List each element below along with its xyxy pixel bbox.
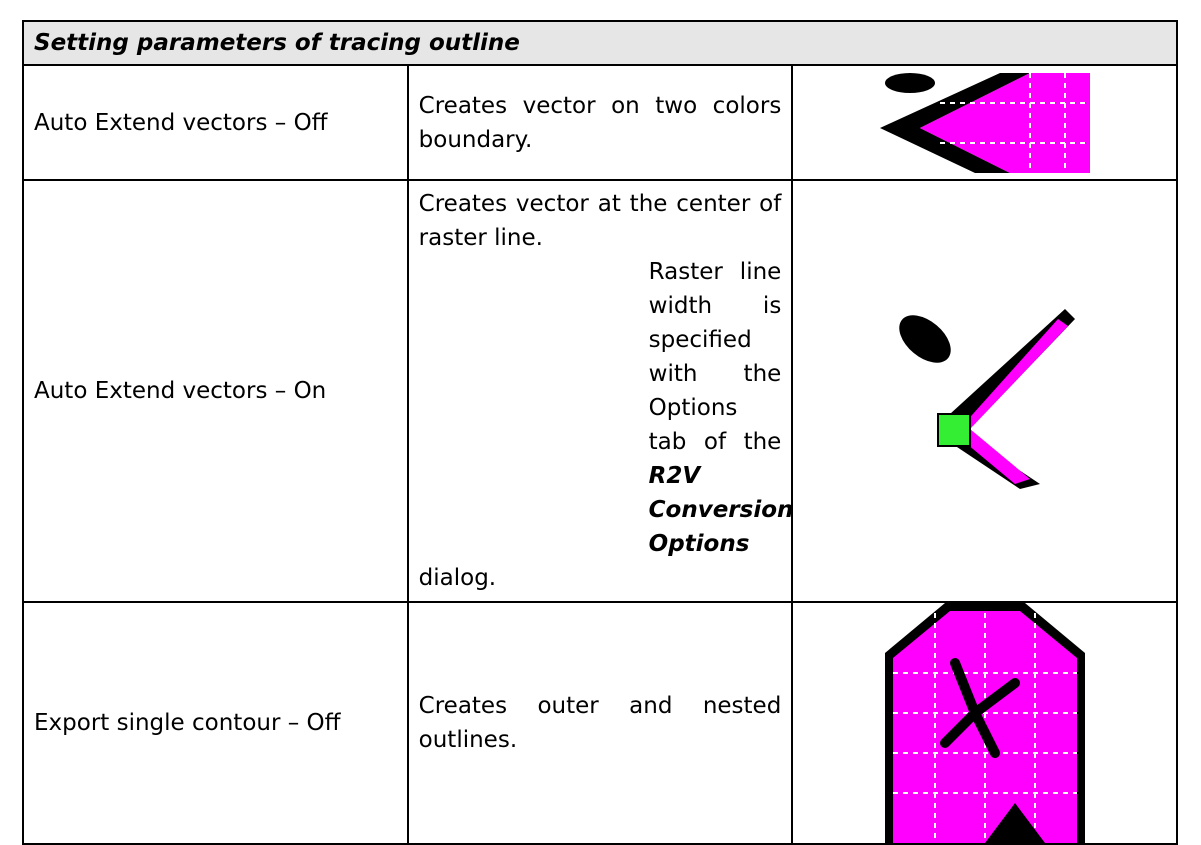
- illustration-cell: [791, 179, 1178, 603]
- illustration: [884, 603, 1085, 843]
- table-header: Setting parameters of tracing outline: [22, 20, 1178, 66]
- row-label: Auto Extend vectors – Off: [22, 64, 409, 181]
- parameter-table: Setting parameters of tracing outline Au…: [22, 20, 1178, 845]
- description-text: Raster line width is specified with the …: [648, 259, 782, 455]
- row-description: Creates vector on two colors boundary.: [406, 64, 794, 181]
- description-text: Raster line width is specified with the …: [419, 255, 794, 561]
- illustration: [898, 308, 1075, 489]
- illustration: [879, 72, 1090, 173]
- row-label: Auto Extend vectors – On: [22, 179, 409, 603]
- description-text: Creates outer and nested outlines.: [418, 693, 782, 753]
- page: Setting parameters of tracing outline Au…: [22, 20, 1178, 845]
- description-text: dialog.: [418, 565, 497, 591]
- illustration-cell: [791, 601, 1178, 845]
- description-text: Creates vector on two colors boundary.: [418, 92, 782, 153]
- row-description: Creates outer and nested outlines.: [406, 601, 794, 845]
- row-description: Creates vector at the center of raster l…: [406, 179, 794, 603]
- description-text: Creates vector at the center of raster l…: [418, 191, 782, 251]
- illustration-cell: [791, 64, 1178, 181]
- emphasis: R2V Conversion Options: [648, 463, 794, 557]
- row-label: Export single contour – Off: [22, 601, 409, 845]
